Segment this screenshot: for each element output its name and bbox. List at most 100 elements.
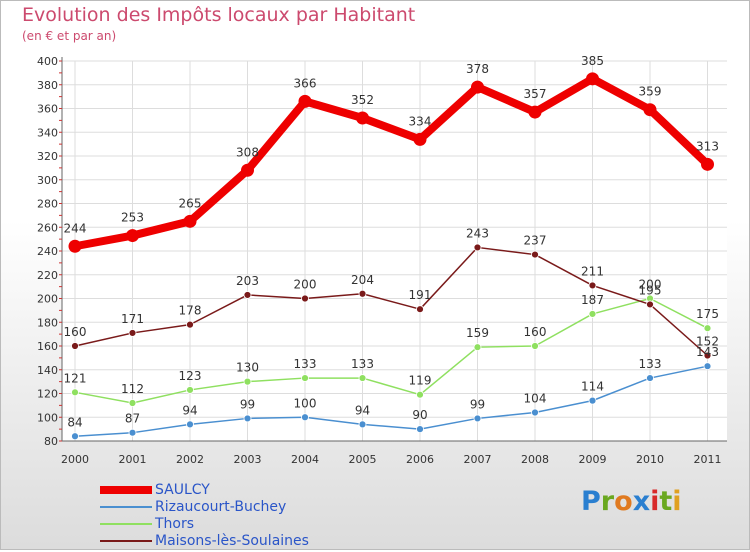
data-label-maisons-les-soulaines: 200 <box>294 278 317 292</box>
data-label-rizaucourt-buchey: 99 <box>470 397 485 411</box>
data-label-saulcy: 313 <box>696 139 719 153</box>
legend-item-rizaucourt-buchey: Rizaucourt-Buchey <box>100 499 340 518</box>
data-label-rizaucourt-buchey: 114 <box>581 380 604 394</box>
legend-label-thors: Thors <box>155 516 195 532</box>
data-label-maisons-les-soulaines: 178 <box>179 304 202 318</box>
data-point-maisons-les-soulaines <box>243 291 252 299</box>
data-label-maisons-les-soulaines: 204 <box>351 273 374 287</box>
data-label-thors: 159 <box>466 326 489 340</box>
y-tick-label: 340 <box>37 126 58 139</box>
data-point-saulcy <box>183 214 197 228</box>
data-point-maisons-les-soulaines <box>71 342 79 350</box>
x-tick-label: 2005 <box>349 453 377 466</box>
data-point-thors <box>186 386 194 394</box>
data-label-maisons-les-soulaines: 211 <box>581 264 604 278</box>
x-tick-label: 2007 <box>464 453 492 466</box>
legend-label-saulcy: SAULCY <box>155 482 210 498</box>
data-label-saulcy: 265 <box>179 196 202 210</box>
data-label-thors: 187 <box>581 293 604 307</box>
data-label-thors: 121 <box>64 371 87 385</box>
legend-swatch-thors <box>100 523 152 525</box>
y-tick-label: 120 <box>37 388 58 401</box>
data-point-maisons-les-soulaines <box>646 300 654 309</box>
data-point-maisons-les-soulaines <box>588 281 597 290</box>
data-label-saulcy: 357 <box>524 87 547 101</box>
data-label-rizaucourt-buchey: 100 <box>294 396 317 410</box>
data-point-thors <box>358 374 367 382</box>
data-label-thors: 133 <box>351 357 374 371</box>
series-line-saulcy <box>71 74 712 251</box>
data-label-saulcy: 378 <box>466 62 489 76</box>
data-label-saulcy: 244 <box>64 221 87 235</box>
data-point-maisons-les-soulaines <box>186 320 194 329</box>
data-point-rizaucourt-buchey <box>416 425 424 434</box>
x-tick-label: 2011 <box>694 453 722 466</box>
legend-item-saulcy: SAULCY <box>100 482 340 501</box>
x-tick-label: 2001 <box>119 453 147 466</box>
data-point-thors <box>703 324 712 333</box>
data-point-rizaucourt-buchey <box>473 414 482 423</box>
data-label-thors: 175 <box>696 307 719 321</box>
y-tick-label: 260 <box>37 221 58 234</box>
data-label-maisons-les-soulaines: 191 <box>409 288 432 302</box>
data-point-saulcy <box>413 132 427 146</box>
y-tick-label: 140 <box>37 364 58 377</box>
data-point-saulcy <box>528 105 542 119</box>
data-point-maisons-les-soulaines <box>358 289 367 298</box>
data-label-maisons-les-soulaines: 152 <box>696 335 719 349</box>
chart-title: Evolution des Impôts locaux par Habitant <box>22 4 416 26</box>
data-label-thors: 160 <box>524 325 547 339</box>
x-tick-label: 2006 <box>406 453 434 466</box>
data-label-maisons-les-soulaines: 160 <box>64 325 87 339</box>
data-point-maisons-les-soulaines <box>703 351 712 360</box>
y-tick-label: 220 <box>37 269 58 282</box>
data-point-maisons-les-soulaines <box>301 294 309 303</box>
data-point-maisons-les-soulaines <box>416 305 424 314</box>
data-point-thors <box>71 388 79 397</box>
data-point-rizaucourt-buchey <box>588 396 597 405</box>
data-label-maisons-les-soulaines: 243 <box>466 226 489 240</box>
data-label-rizaucourt-buchey: 90 <box>412 408 427 422</box>
proxiti-logo: Proxiti <box>581 486 682 517</box>
data-label-thors: 133 <box>294 357 317 371</box>
x-tick-label: 2009 <box>579 453 607 466</box>
y-tick-label: 240 <box>37 245 58 258</box>
data-label-rizaucourt-buchey: 87 <box>125 412 140 426</box>
y-tick-label: 280 <box>37 198 58 211</box>
data-point-maisons-les-soulaines <box>128 329 137 337</box>
data-point-thors <box>128 399 137 407</box>
y-tick-label: 400 <box>37 55 58 68</box>
data-label-thors: 112 <box>121 382 144 396</box>
data-point-saulcy <box>356 111 369 125</box>
legend-label-maisons-les-soulaines: Maisons-lès-Soulaines <box>155 533 309 549</box>
x-tick-label: 2002 <box>176 453 204 466</box>
data-point-saulcy <box>126 229 139 243</box>
data-label-thors: 123 <box>179 369 202 383</box>
data-point-saulcy <box>68 239 82 253</box>
x-tick-label: 2004 <box>291 453 319 466</box>
legend-label-rizaucourt-buchey: Rizaucourt-Buchey <box>155 499 287 515</box>
data-label-saulcy: 385 <box>581 54 604 68</box>
data-point-rizaucourt-buchey <box>71 432 79 441</box>
data-label-rizaucourt-buchey: 99 <box>240 397 255 411</box>
y-tick-label: 180 <box>37 316 58 329</box>
data-point-saulcy <box>241 163 254 177</box>
data-label-saulcy: 359 <box>639 85 662 99</box>
data-point-saulcy <box>298 94 312 108</box>
y-tick-label: 360 <box>37 103 58 116</box>
data-point-thors <box>243 377 252 386</box>
data-label-thors: 130 <box>236 361 259 375</box>
data-label-maisons-les-soulaines: 203 <box>236 274 259 288</box>
legend-swatch-saulcy <box>100 486 152 494</box>
data-label-saulcy: 308 <box>236 145 259 159</box>
y-tick-label: 160 <box>37 340 58 353</box>
data-label-rizaucourt-buchey: 143 <box>696 345 719 359</box>
y-tick-label: 80 <box>44 435 58 448</box>
data-point-rizaucourt-buchey <box>128 428 137 437</box>
data-point-maisons-les-soulaines <box>531 250 539 259</box>
data-label-saulcy: 253 <box>121 211 144 225</box>
data-point-rizaucourt-buchey <box>186 420 194 429</box>
data-point-rizaucourt-buchey <box>531 408 539 417</box>
data-label-rizaucourt-buchey: 94 <box>355 403 370 417</box>
